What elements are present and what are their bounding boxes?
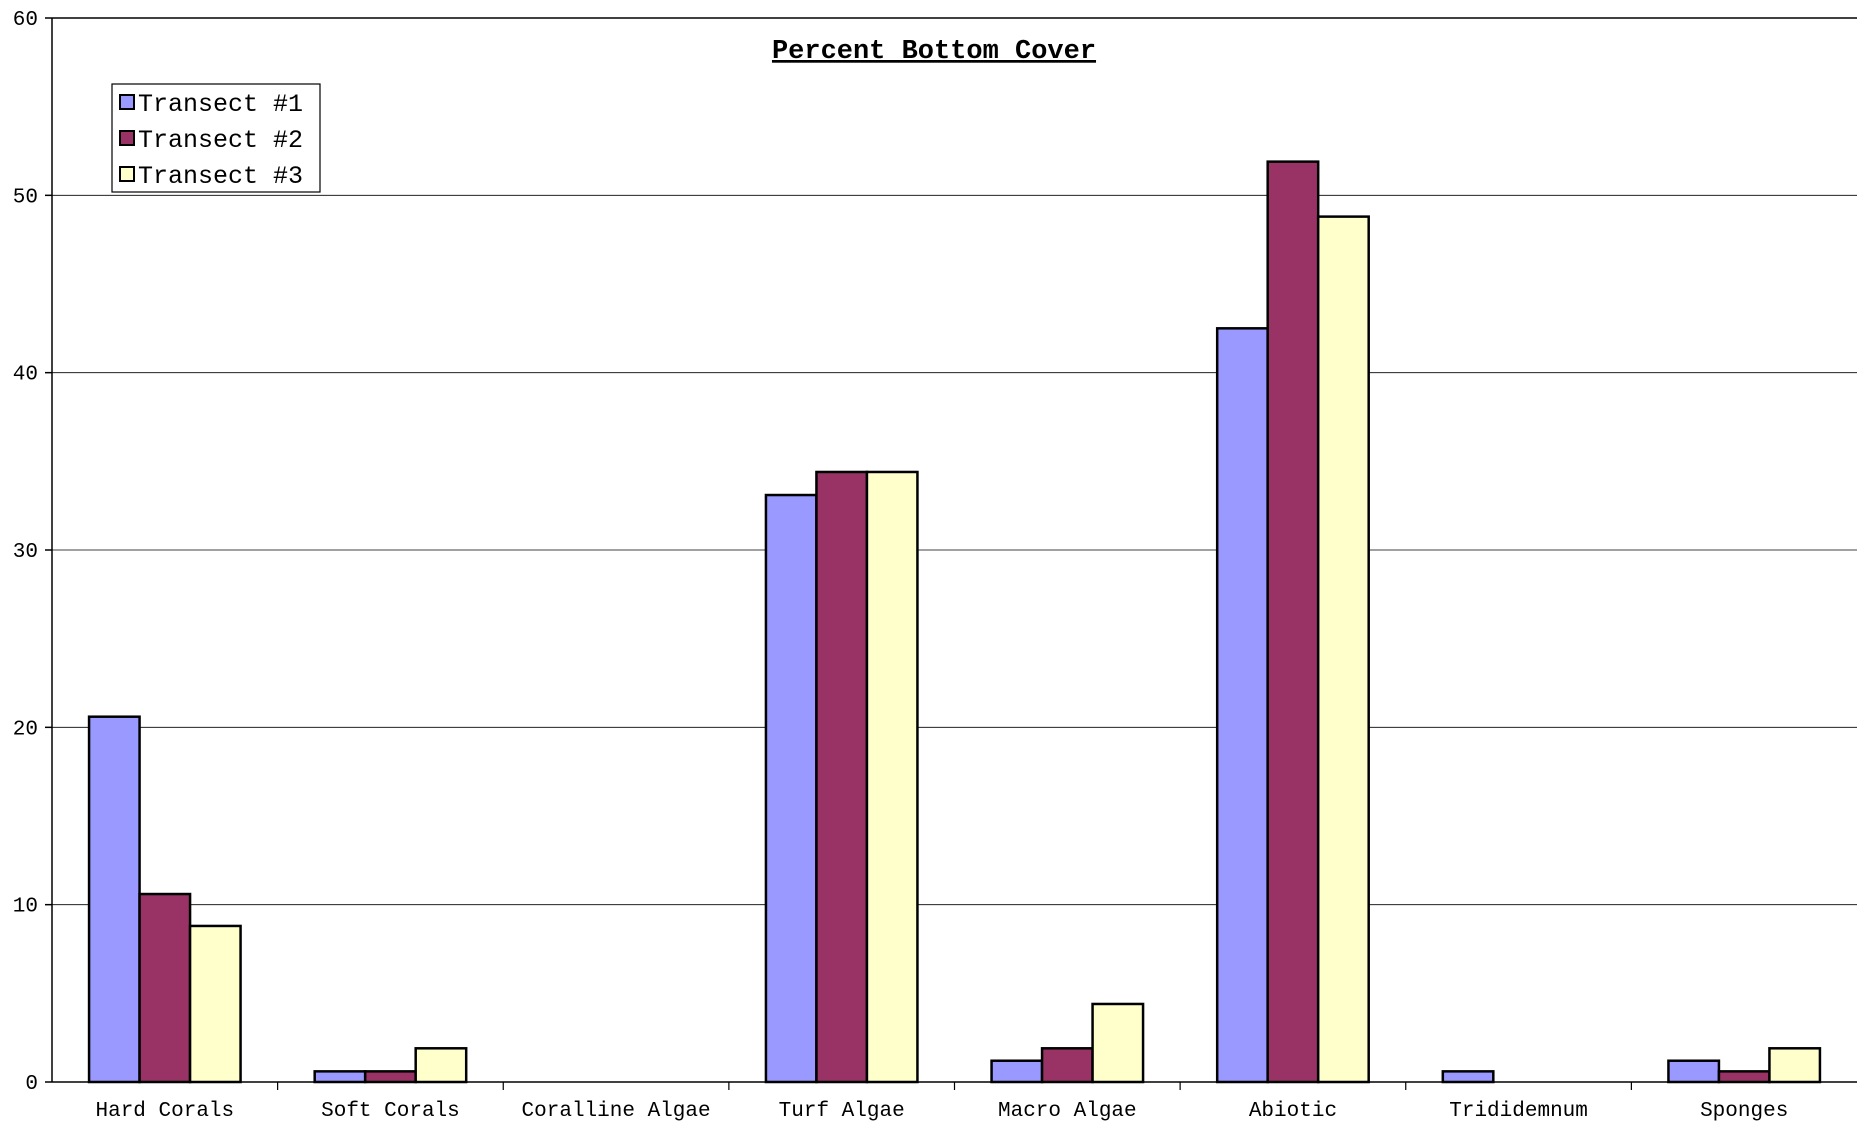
legend-swatch xyxy=(119,166,135,182)
bar xyxy=(313,1070,367,1084)
chart-title: Percent Bottom Cover xyxy=(772,37,1096,67)
bar xyxy=(414,1047,468,1084)
bar xyxy=(188,924,242,1084)
legend-label: Transect #3 xyxy=(138,162,303,191)
bar xyxy=(1441,1070,1495,1084)
bar xyxy=(1667,1059,1721,1084)
legend-box xyxy=(111,83,321,193)
bar xyxy=(363,1070,417,1084)
y-tick-label: 50 xyxy=(13,186,38,209)
x-category-label: Coralline Algae xyxy=(522,1100,711,1123)
y-tick-label: 40 xyxy=(13,364,38,387)
legend: Transect #1 Transect #2 Transect #3 xyxy=(111,83,321,193)
x-category-label: Trididemnum xyxy=(1449,1100,1588,1123)
bar xyxy=(764,493,818,1084)
y-tick-label: 0 xyxy=(25,1073,38,1096)
x-category-label: Macro Algae xyxy=(998,1100,1137,1123)
bar xyxy=(990,1059,1044,1084)
bars xyxy=(87,160,1822,1084)
y-tick-label: 10 xyxy=(13,896,38,919)
bar xyxy=(815,470,869,1084)
x-category-label: Hard Corals xyxy=(96,1100,235,1123)
x-category-label: Sponges xyxy=(1700,1100,1788,1123)
legend-swatch xyxy=(119,94,135,110)
bar xyxy=(138,892,192,1084)
legend-swatch xyxy=(119,130,135,146)
bar xyxy=(1717,1070,1771,1084)
bar xyxy=(1091,1002,1145,1084)
y-tick-label: 20 xyxy=(13,718,38,741)
bar xyxy=(1768,1047,1822,1084)
bar xyxy=(1266,160,1320,1084)
y-tick-label: 60 xyxy=(13,9,38,32)
bar xyxy=(87,715,141,1084)
bar xyxy=(865,470,919,1084)
bar xyxy=(1040,1047,1094,1084)
x-category-label: Turf Algae xyxy=(779,1100,905,1123)
bar xyxy=(1215,327,1269,1084)
x-category-label: Soft Corals xyxy=(321,1100,460,1123)
gridlines xyxy=(52,17,1857,906)
x-category-label: Abiotic xyxy=(1249,1100,1337,1123)
y-tick-label: 30 xyxy=(13,541,38,564)
legend-label: Transect #1 xyxy=(138,90,303,119)
bar xyxy=(1316,215,1370,1084)
axes: 0 10 20 30 40 50 60 Hard Corals Soft Corals Coral… xyxy=(13,9,1857,1123)
legend-label: Transect #2 xyxy=(138,126,303,155)
